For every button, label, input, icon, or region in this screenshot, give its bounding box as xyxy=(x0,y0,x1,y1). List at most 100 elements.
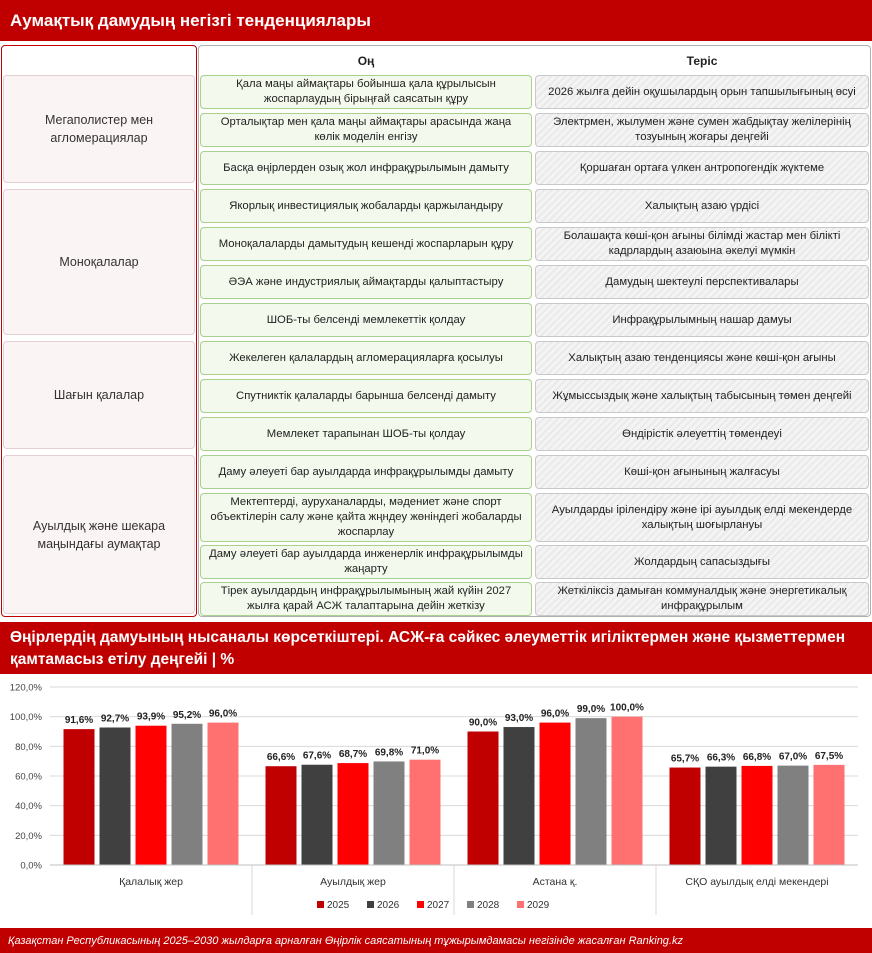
data-label: 90,0% xyxy=(469,718,497,729)
x-category-label: Қалалық жер xyxy=(119,876,183,888)
legend-swatch xyxy=(317,901,324,908)
bar-2027 xyxy=(135,725,167,865)
positive-item: Даму әлеуеті бар ауылдарда инфрақұрылымд… xyxy=(200,455,532,489)
bar-2026 xyxy=(301,764,333,865)
y-tick-label: 40,0% xyxy=(15,801,42,812)
data-label: 99,0% xyxy=(577,704,605,715)
data-label: 95,2% xyxy=(173,710,201,721)
y-tick-label: 120,0% xyxy=(10,683,43,694)
positive-item: Спутниктік қалаларды барынша белсенді да… xyxy=(200,379,532,413)
legend-swatch xyxy=(517,901,524,908)
positive-item: Даму әлеуеті бар ауылдарда инженерлік ин… xyxy=(200,545,532,579)
bar-2029 xyxy=(409,759,441,865)
chart-section-title: Өңірлердің дамуының нысаналы көрсеткіште… xyxy=(0,622,872,674)
negative-item: Жұмыссыздық және халықтың табысының төме… xyxy=(535,379,869,413)
negative-column-header: Теріс xyxy=(686,54,718,68)
bar-2025 xyxy=(63,729,95,865)
bar-2025 xyxy=(669,767,701,865)
data-label: 96,0% xyxy=(541,709,569,720)
data-label: 66,8% xyxy=(743,752,771,763)
legend-swatch xyxy=(467,901,474,908)
category-rural-border: Ауылдық және шекара маңындағы аумақтар xyxy=(3,455,195,614)
bar-2028 xyxy=(777,765,809,865)
bar-2027 xyxy=(539,722,571,865)
trends-table: Оң Теріс Мегаполистер мен агломерациялар… xyxy=(0,45,872,617)
negative-item: Дамудың шектеулі перспективалары xyxy=(535,265,869,299)
x-category-label: СҚО ауылдық елді мекендері xyxy=(685,876,828,888)
bar-2025 xyxy=(265,766,297,865)
footer-source: Қазақстан Республикасының 2025–2030 жылд… xyxy=(0,928,872,953)
negative-item: Инфрақұрылымның нашар дамуы xyxy=(535,303,869,337)
data-label: 66,3% xyxy=(707,753,735,764)
positive-column-header: Оң xyxy=(357,54,375,68)
bar-chart-svg: 0,0% 20,0% 40,0% 60,0% 80,0% 100,0% 120,0% 91,6… xyxy=(10,683,858,915)
negative-item: Болашақта көші-қон ағыны білімді жастар … xyxy=(535,227,869,261)
bar-2028 xyxy=(575,718,607,865)
data-label: 67,0% xyxy=(779,752,807,763)
negative-item: Ауылдарды ірілендіру және ірі ауылдық ел… xyxy=(535,493,869,542)
bar-2027 xyxy=(741,765,773,865)
negative-item: Көші-қон ағынының жалғасуы xyxy=(535,455,869,489)
negative-item: Халықтың азаю үрдісі xyxy=(535,189,869,223)
positive-item: Моноқалаларды дамытудың кешенді жоспарла… xyxy=(200,227,532,261)
data-label: 67,6% xyxy=(303,751,331,762)
y-tick-label: 0,0% xyxy=(20,861,42,872)
bar-chart: 0,0% 20,0% 40,0% 60,0% 80,0% 100,0% 120,0% 91,6… xyxy=(0,674,872,926)
data-label: 67,5% xyxy=(815,751,843,762)
data-label: 92,7% xyxy=(101,713,129,724)
legend-label: 2027 xyxy=(427,900,450,911)
negative-item: Жолдардың сапасыздығы xyxy=(535,545,869,579)
data-label: 68,7% xyxy=(339,749,367,760)
bar-2029 xyxy=(813,764,845,865)
positive-item: Қала маңы аймақтары бойынша қала құрылыс… xyxy=(200,75,532,109)
data-label: 100,0% xyxy=(610,703,644,714)
negative-item: Өндірістік әлеуеттің төмендеуі xyxy=(535,417,869,451)
data-label: 71,0% xyxy=(411,746,439,757)
y-tick-label: 20,0% xyxy=(15,831,42,842)
bar-2028 xyxy=(171,723,203,865)
footer-source-text: Қазақстан Республикасының 2025–2030 жылд… xyxy=(8,934,683,947)
legend-label: 2029 xyxy=(527,900,550,911)
data-label: 93,9% xyxy=(137,712,165,723)
positive-item: Жекелеген қалалардың агломерацияларға қо… xyxy=(200,341,532,375)
legend-label: 2026 xyxy=(377,900,400,911)
legend-swatch xyxy=(367,901,374,908)
legend-label: 2028 xyxy=(477,900,500,911)
negative-item: 2026 жылға дейін оқушылардың орын тапшыл… xyxy=(535,75,869,109)
x-category-label: Астана қ. xyxy=(533,876,578,888)
x-category-label: Ауылдық жер xyxy=(320,876,386,888)
y-tick-label: 60,0% xyxy=(15,772,42,783)
negative-item: Электрмен, жылумен және сумен жабдықтау … xyxy=(535,113,869,147)
legend-swatch xyxy=(417,901,424,908)
y-tick-label: 80,0% xyxy=(15,742,42,753)
data-label: 65,7% xyxy=(671,754,699,765)
bar-2026 xyxy=(705,766,737,865)
bar-2029 xyxy=(611,716,643,865)
positive-item: Орталықтар мен қала маңы аймақтары арасы… xyxy=(200,113,532,147)
y-tick-label: 100,0% xyxy=(10,712,43,723)
data-label: 93,0% xyxy=(505,713,533,724)
category-megacities: Мегаполистер мен агломерациялар xyxy=(3,75,195,183)
bar-2025 xyxy=(467,731,499,865)
positive-item: Басқа өңірлерден озық жол инфрақұрылымын… xyxy=(200,151,532,185)
data-label: 96,0% xyxy=(209,709,237,720)
page-title: Аумақтық дамудың негізгі тенденциялары xyxy=(0,0,872,41)
data-label: 91,6% xyxy=(65,715,93,726)
negative-item: Халықтың азаю тенденциясы және көші-қон … xyxy=(535,341,869,375)
positive-item: ШОБ-ты белсенді мемлекеттік қолдау xyxy=(200,303,532,337)
positive-item: Мемлекет тарапынан ШОБ-ты қолдау xyxy=(200,417,532,451)
bar-2029 xyxy=(207,722,239,865)
bar-2026 xyxy=(99,727,131,865)
page-title-text: Аумақтық дамудың негізгі тенденциялары xyxy=(10,10,371,30)
negative-item: Жеткіліксіз дамыған коммуналдық және эне… xyxy=(535,582,869,616)
category-small-towns: Шағын қалалар xyxy=(3,341,195,449)
category-monotowns: Моноқалалар xyxy=(3,189,195,335)
positive-item: ӘЭА және индустриялық аймақтарды қалыпта… xyxy=(200,265,532,299)
positive-item: Тірек ауылдардың инфрақұрылымының жай кү… xyxy=(200,582,532,616)
legend-label: 2025 xyxy=(327,900,350,911)
bar-2026 xyxy=(503,727,535,865)
chart-section-title-text: Өңірлердің дамуының нысаналы көрсеткіште… xyxy=(10,629,846,668)
positive-item: Мектептерді, ауруханаларды, мәдениет жән… xyxy=(200,493,532,542)
bar-2028 xyxy=(373,761,405,865)
positive-item: Якорлық инвестициялық жобаларды қаржылан… xyxy=(200,189,532,223)
